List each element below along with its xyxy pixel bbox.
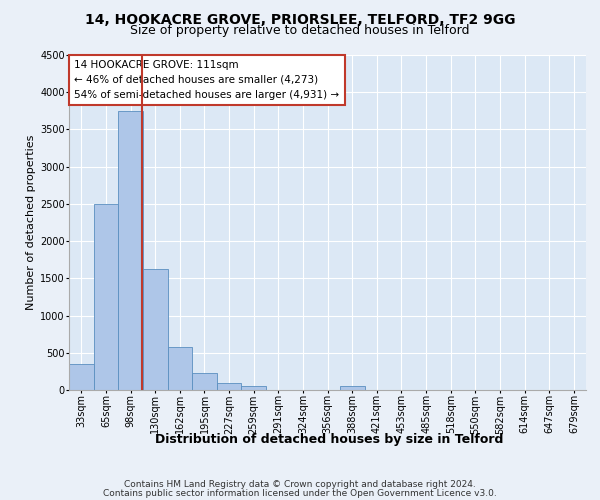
- Text: 14, HOOKACRE GROVE, PRIORSLEE, TELFORD, TF2 9GG: 14, HOOKACRE GROVE, PRIORSLEE, TELFORD, …: [85, 12, 515, 26]
- Bar: [192, 373, 217, 390]
- Bar: [143, 270, 167, 390]
- Bar: [241, 386, 266, 390]
- Text: 14 HOOKACRE GROVE: 111sqm
← 46% of detached houses are smaller (4,273)
54% of se: 14 HOOKACRE GROVE: 111sqm ← 46% of detac…: [74, 60, 339, 100]
- Text: Size of property relative to detached houses in Telford: Size of property relative to detached ho…: [130, 24, 470, 37]
- Bar: [217, 382, 241, 390]
- Bar: [167, 347, 192, 390]
- Bar: [69, 364, 94, 390]
- Bar: [340, 386, 365, 390]
- Text: Contains HM Land Registry data © Crown copyright and database right 2024.: Contains HM Land Registry data © Crown c…: [124, 480, 476, 489]
- Text: Contains public sector information licensed under the Open Government Licence v3: Contains public sector information licen…: [103, 488, 497, 498]
- Y-axis label: Number of detached properties: Number of detached properties: [26, 135, 36, 310]
- Bar: [118, 111, 143, 390]
- Text: Distribution of detached houses by size in Telford: Distribution of detached houses by size …: [155, 432, 503, 446]
- Bar: [94, 204, 118, 390]
